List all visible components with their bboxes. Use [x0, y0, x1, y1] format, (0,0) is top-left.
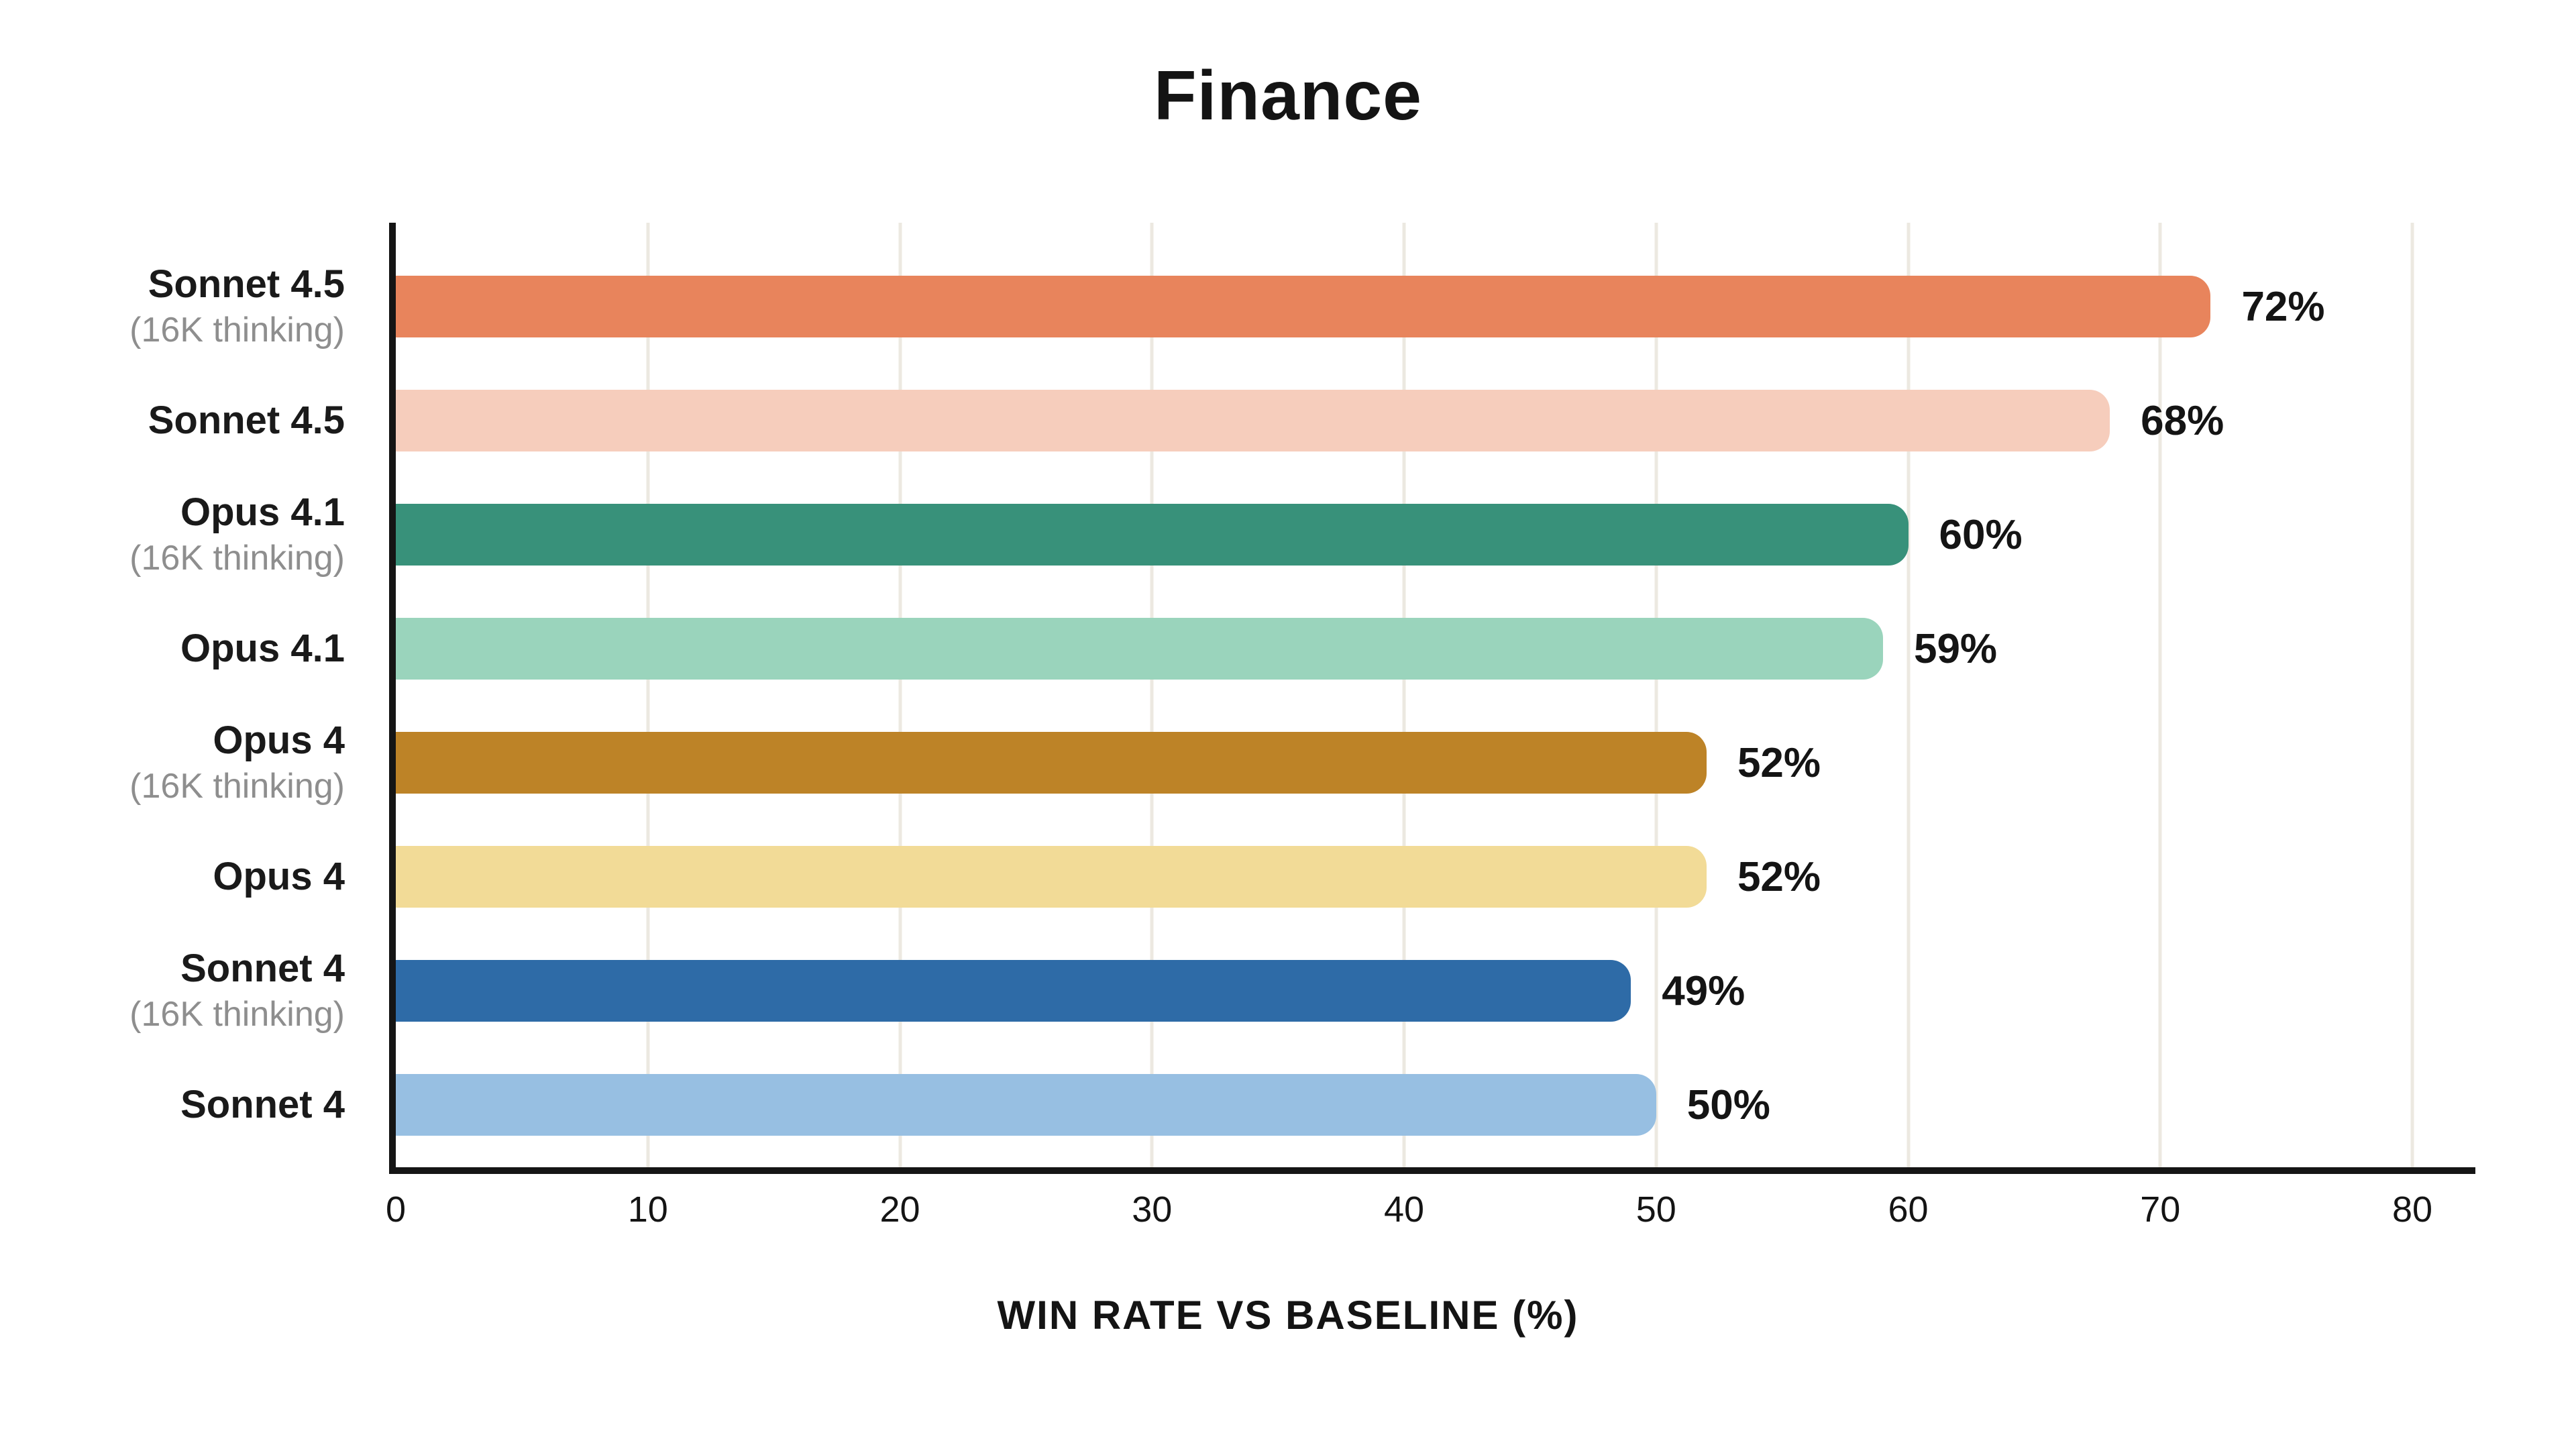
- bar-value-label: 72%: [2241, 283, 2325, 330]
- bar-value-label: 52%: [1737, 739, 1821, 786]
- category-sublabel: (16K thinking): [129, 767, 345, 806]
- category-label-row: Sonnet 4.5: [0, 364, 345, 478]
- category-label: Sonnet 4: [180, 947, 345, 991]
- category-label: Opus 4: [213, 718, 345, 763]
- x-tick-label: 30: [1132, 1189, 1173, 1230]
- bar-value-label: 50%: [1686, 1081, 1770, 1128]
- x-tick-label: 70: [2140, 1189, 2181, 1230]
- category-label: Opus 4.1: [180, 490, 345, 535]
- chart-title: Finance: [1154, 57, 1422, 135]
- bar-value-label: 59%: [1913, 625, 1998, 672]
- plot-area: 72% 68% 60% 59% 52% 52% 49% 50%: [389, 223, 2475, 1174]
- bar-row: 60%: [396, 478, 2475, 592]
- x-axis-ticks: 0 10 20 30 40 50 60 70 80: [386, 1189, 2475, 1230]
- x-tick-label: 40: [1383, 1189, 1425, 1230]
- category-label-row: Opus 4.1 (16K thinking): [0, 478, 345, 592]
- category-label-row: Sonnet 4 (16K thinking): [0, 934, 345, 1048]
- bar: [396, 732, 1707, 794]
- gridline: [1654, 223, 1658, 1167]
- category-sublabel: (16K thinking): [129, 311, 345, 350]
- category-label: Opus 4: [213, 854, 345, 898]
- bar-value-label: 68%: [2141, 397, 2224, 444]
- category-label-row: Opus 4: [0, 820, 345, 934]
- bar: [396, 1074, 1656, 1136]
- gridline: [1907, 223, 1911, 1167]
- bar: [396, 960, 1631, 1022]
- bar: [396, 618, 1883, 680]
- category-label-row: Sonnet 4.5 (16K thinking): [0, 250, 345, 364]
- category-labels: Sonnet 4.5 (16K thinking) Sonnet 4.5 Opus 4…: [0, 250, 345, 1162]
- gridlines: [396, 223, 2475, 1167]
- category-label-row: Sonnet 4: [0, 1048, 345, 1162]
- bar-row: 50%: [396, 1048, 2475, 1162]
- x-tick-label: 20: [879, 1189, 920, 1230]
- x-tick-label: 80: [2392, 1189, 2433, 1230]
- bar-value-label: 49%: [1662, 967, 1746, 1014]
- bar-rows: 72% 68% 60% 59% 52% 52% 49% 50%: [396, 250, 2475, 1162]
- bar-value-label: 52%: [1737, 853, 1821, 900]
- bar-row: 68%: [396, 364, 2475, 478]
- gridline: [2158, 223, 2162, 1167]
- gridline: [1150, 223, 1154, 1167]
- x-tick-label: 60: [1888, 1189, 1929, 1230]
- x-tick-label: 50: [1635, 1189, 1676, 1230]
- gridline: [1402, 223, 1406, 1167]
- bar: [396, 390, 2110, 451]
- category-label: Sonnet 4: [180, 1082, 345, 1126]
- bar: [396, 846, 1707, 908]
- x-axis-label: WIN RATE VS BASELINE (%): [997, 1293, 1579, 1338]
- category-label: Sonnet 4.5: [148, 262, 345, 307]
- x-tick-label: 10: [627, 1189, 668, 1230]
- bar: [396, 504, 1909, 566]
- bar-row: 59%: [396, 592, 2475, 706]
- gridline: [646, 223, 650, 1167]
- bar-row: 52%: [396, 706, 2475, 820]
- bar-value-label: 60%: [1939, 511, 2023, 558]
- category-sublabel: (16K thinking): [129, 539, 345, 578]
- category-label: Opus 4.1: [180, 626, 345, 670]
- category-sublabel: (16K thinking): [129, 995, 345, 1034]
- x-tick-label: 0: [385, 1189, 407, 1230]
- gridline: [898, 223, 902, 1167]
- bar: [396, 276, 2211, 337]
- category-label: Sonnet 4.5: [148, 398, 345, 442]
- category-label-row: Opus 4 (16K thinking): [0, 706, 345, 820]
- gridline: [2410, 223, 2414, 1167]
- bar-row: 72%: [396, 250, 2475, 364]
- bar-row: 52%: [396, 820, 2475, 934]
- category-label-row: Opus 4.1: [0, 592, 345, 706]
- bar-row: 49%: [396, 934, 2475, 1048]
